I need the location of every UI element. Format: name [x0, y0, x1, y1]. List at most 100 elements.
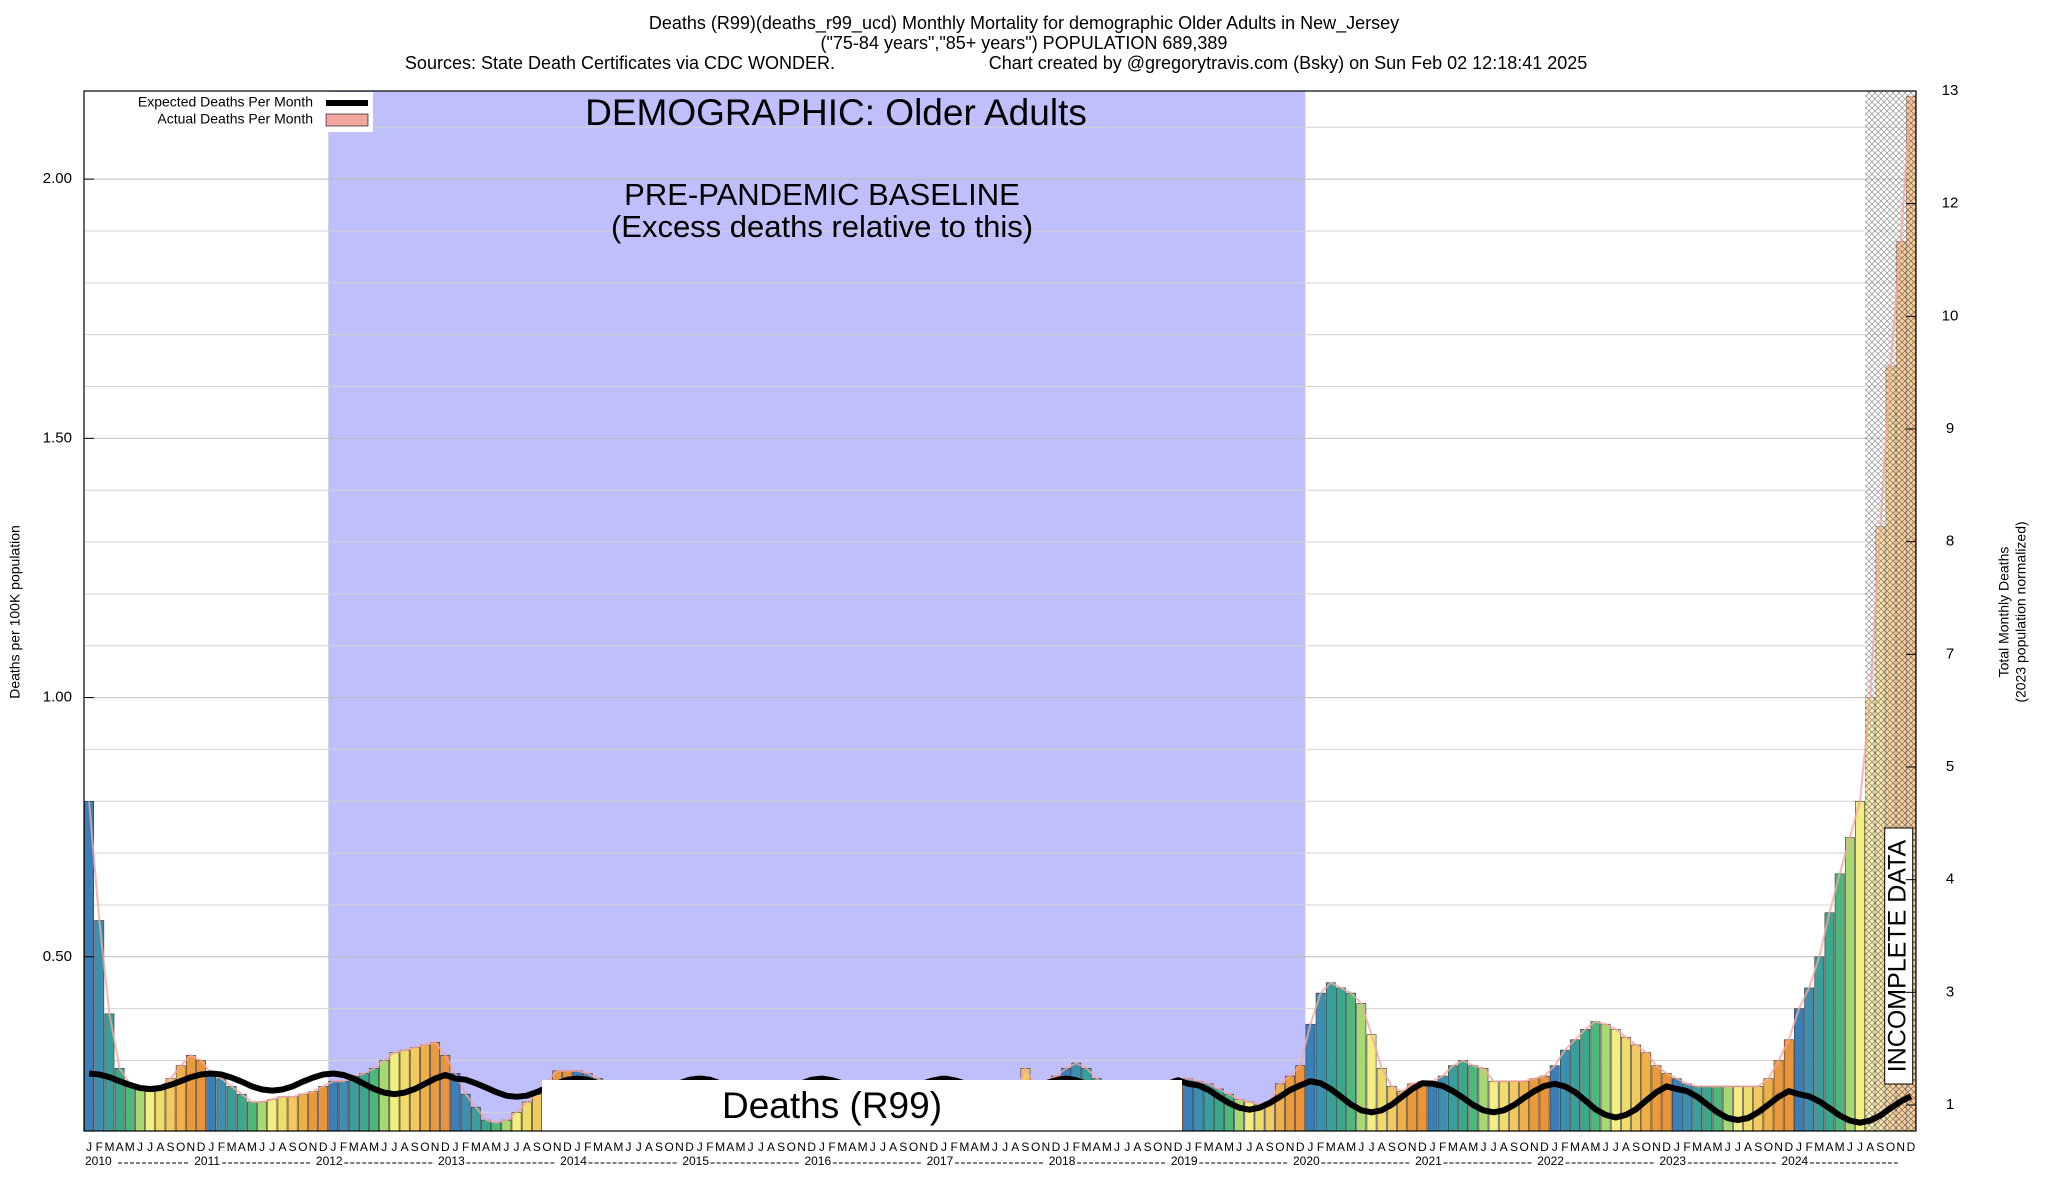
year-label: 2023	[1659, 1154, 1686, 1168]
annotation: (Excess deaths relative to this)	[611, 209, 1033, 244]
bar	[430, 1042, 441, 1132]
x-tick-label: O	[542, 1140, 551, 1154]
x-tick-label: A	[1866, 1140, 1874, 1154]
bar	[1631, 1044, 1641, 1132]
x-tick-label: O	[1642, 1140, 1651, 1154]
sources: Sources: State Death Certificates via CD…	[405, 53, 835, 73]
x-tick-label: M	[1570, 1140, 1580, 1154]
x-tick-label: O	[176, 1140, 185, 1154]
x-tick-label: J	[1185, 1140, 1191, 1154]
x-tick-label: M	[1204, 1140, 1214, 1154]
bar	[1448, 1065, 1458, 1132]
x-tick-label: J	[1603, 1140, 1609, 1154]
y-axis-label: Deaths per 100K population	[7, 525, 23, 699]
bar	[1488, 1080, 1499, 1132]
bar	[1855, 800, 1865, 1132]
y2-axis-label: Total Monthly Deaths	[1996, 547, 2012, 678]
x-tick-label: J	[1480, 1140, 1486, 1154]
x-tick-label: M	[369, 1140, 379, 1154]
x-tick-label: A	[1337, 1140, 1345, 1154]
x-tick-label: S	[1266, 1140, 1274, 1154]
year-label: 2014	[560, 1154, 587, 1168]
x-tick-label: S	[655, 1140, 663, 1154]
x-tick-label: J	[1430, 1140, 1436, 1154]
x-tick-label: J	[1002, 1140, 1008, 1154]
x-tick-label: O	[298, 1140, 307, 1154]
x-tick-label: A	[1622, 1140, 1630, 1154]
baseline-region	[328, 91, 1306, 1131]
x-tick-label: J	[575, 1140, 581, 1154]
annotation: DEMOGRAPHIC: Older Adults	[585, 92, 1087, 133]
y2-tick-label: 9	[1946, 420, 1954, 437]
annotation: PRE-PANDEMIC BASELINE	[624, 177, 1020, 212]
x-tick-label: J	[503, 1140, 509, 1154]
x-tick-label: D	[319, 1140, 328, 1154]
x-tick-label: F	[1561, 1140, 1568, 1154]
x-tick-label: M	[1713, 1140, 1723, 1154]
x-tick-label: N	[1896, 1140, 1905, 1154]
bar	[1336, 987, 1346, 1132]
x-tick-label: M	[858, 1140, 868, 1154]
bar	[297, 1093, 308, 1132]
x-tick-label: F	[218, 1140, 225, 1154]
x-tick-label: S	[777, 1140, 785, 1154]
x-tick-label: A	[889, 1140, 897, 1154]
chart-title: Deaths (R99)(deaths_r99_ucd) Monthly Mor…	[649, 13, 1399, 34]
x-tick-label: F	[584, 1140, 591, 1154]
chart-subtitle: ("75-84 years","85+ years") POPULATION 6…	[821, 33, 1228, 53]
x-tick-label: S	[1144, 1140, 1152, 1154]
x-tick-label: O	[1397, 1140, 1406, 1154]
x-tick-label: M	[1448, 1140, 1458, 1154]
x-tick-label: S	[899, 1140, 907, 1154]
x-tick-label: J	[330, 1140, 336, 1154]
x-tick-label: M	[1814, 1140, 1824, 1154]
bar	[440, 1055, 451, 1132]
year-label: 2024	[1782, 1154, 1809, 1168]
x-tick-label: J	[391, 1140, 397, 1154]
x-tick-label: F	[951, 1140, 958, 1154]
x-tick-label: A	[1256, 1140, 1264, 1154]
x-tick-label: M	[1468, 1140, 1478, 1154]
x-tick-label: D	[1174, 1140, 1183, 1154]
year-label: 2020	[1293, 1154, 1320, 1168]
x-tick-label: D	[1052, 1140, 1061, 1154]
x-tick-label: J	[697, 1140, 703, 1154]
x-tick-label: O	[1764, 1140, 1773, 1154]
x-tick-label: F	[1805, 1140, 1812, 1154]
year-label: 2021	[1415, 1154, 1442, 1168]
x-tick-label: A	[1378, 1140, 1386, 1154]
x-tick-label: N	[1286, 1140, 1295, 1154]
x-tick-label: O	[1153, 1140, 1162, 1154]
x-tick-label: M	[247, 1140, 257, 1154]
x-tick-label: J	[1063, 1140, 1069, 1154]
x-tick-label: J	[86, 1140, 92, 1154]
x-tick-label: D	[197, 1140, 206, 1154]
x-tick-label: A	[1825, 1140, 1833, 1154]
x-tick-label: N	[1164, 1140, 1173, 1154]
x-tick-label: A	[116, 1140, 124, 1154]
x-tick-label: A	[1093, 1140, 1101, 1154]
x-tick-label: J	[381, 1140, 387, 1154]
bar	[216, 1078, 227, 1132]
x-tick-label: S	[1021, 1140, 1029, 1154]
legend-label: Expected Deaths Per Month	[138, 94, 313, 110]
x-tick-label: M	[471, 1140, 481, 1154]
x-tick-label: D	[685, 1140, 694, 1154]
x-tick-label: F	[462, 1140, 469, 1154]
bar	[1295, 1065, 1306, 1132]
x-tick-label: A	[1459, 1140, 1467, 1154]
y2-axis-label: (2023 population normalized)	[2013, 521, 2029, 702]
x-tick-label: J	[941, 1140, 947, 1154]
x-tick-label: J	[1735, 1140, 1741, 1154]
x-tick-label: J	[1114, 1140, 1120, 1154]
x-tick-label: J	[819, 1140, 825, 1154]
x-tick-label: M	[613, 1140, 623, 1154]
x-tick-label: O	[1519, 1140, 1528, 1154]
x-tick-label: M	[104, 1140, 114, 1154]
bar	[175, 1065, 186, 1132]
x-tick-label: O	[1275, 1140, 1284, 1154]
y2-tick-label: 1	[1946, 1096, 1954, 1113]
x-tick-label: M	[227, 1140, 237, 1154]
x-tick-label: A	[238, 1140, 246, 1154]
x-tick-label: D	[1296, 1140, 1305, 1154]
